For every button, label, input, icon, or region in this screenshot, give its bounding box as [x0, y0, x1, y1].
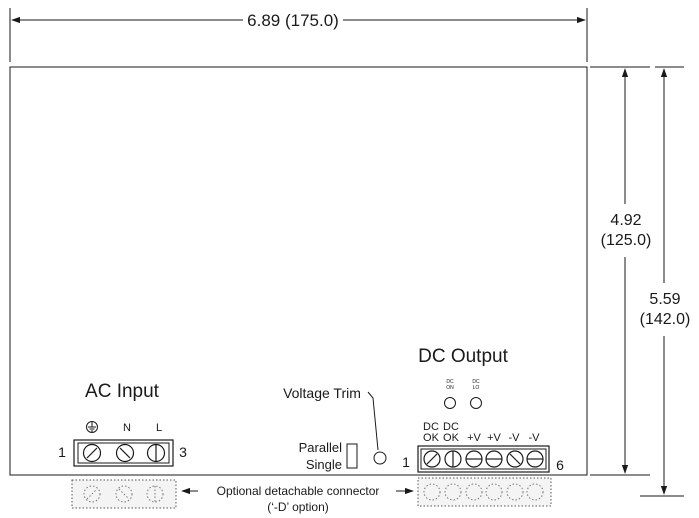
- dc-output-block: DC Output DC ON DC LO DC DC OK OK +V +V …: [402, 346, 564, 473]
- led-dc-on-label-2: ON: [446, 385, 454, 391]
- height-outer-dimension: 5.59 (142.0): [640, 66, 691, 497]
- height-inner-label: 4.92: [610, 212, 641, 229]
- dc-terminal-top-2: DC: [443, 421, 459, 433]
- height-outer-mm-label: (142.0): [640, 311, 691, 328]
- dc-screw: [526, 450, 544, 468]
- mode-switch: Parallel Single: [299, 440, 358, 472]
- height-inner-mm-label: (125.0): [601, 232, 652, 249]
- connector-note: Optional detachable connector (‘-D’ opti…: [181, 484, 414, 514]
- voltage-trim: Voltage Trim: [283, 385, 387, 465]
- connector-note-line1: Optional detachable connector: [217, 484, 380, 498]
- voltage-trim-label: Voltage Trim: [283, 385, 361, 401]
- optional-ac-connector: [71, 479, 177, 509]
- led-dc-on: [444, 397, 456, 409]
- dc-output-title: DC Output: [418, 346, 508, 367]
- dc-terminal-top-1: DC: [423, 421, 439, 433]
- connector-note-line2: (‘-D’ option): [267, 500, 329, 514]
- led-dc-lo-label-1: DC: [472, 379, 480, 385]
- trim-potentiometer: [373, 451, 387, 465]
- dc-screw: [423, 450, 441, 468]
- ac-terminal-n-label: N: [123, 422, 131, 434]
- dc-screw: [444, 450, 462, 468]
- height-inner-dimension: 4.92 (125.0): [590, 66, 652, 476]
- ac-terminal-l-label: L: [156, 422, 162, 434]
- dc-terminal-bottom-5: -V: [509, 432, 521, 444]
- ac-screw: [115, 443, 135, 463]
- ac-input-title: AC Input: [85, 381, 160, 402]
- led-dc-lo-label-2: LO: [473, 385, 480, 391]
- ac-screw: [146, 443, 166, 463]
- dc-screw: [485, 450, 503, 468]
- width-label: 6.89 (175.0): [247, 11, 339, 30]
- dc-terminal-bottom-3: +V: [467, 432, 481, 444]
- mode-parallel-label: Parallel: [299, 440, 342, 455]
- dc-terminal-bottom-1: OK: [423, 432, 440, 444]
- led-dc-on-label-1: DC: [446, 379, 454, 385]
- ac-pin-last: 3: [179, 444, 187, 460]
- mode-single-label: Single: [306, 457, 342, 472]
- ac-input-block: AC Input N L 1 3: [58, 381, 187, 467]
- ground-icon: [86, 421, 98, 433]
- led-dc-lo: [470, 397, 482, 409]
- dc-screw: [506, 450, 524, 468]
- ac-pin-first: 1: [58, 444, 66, 460]
- dc-terminal-bottom-4: +V: [487, 432, 501, 444]
- unit-outline: [9, 66, 588, 476]
- dc-pin-first: 1: [402, 454, 410, 470]
- dc-terminal-bottom-2: OK: [443, 432, 460, 444]
- height-outer-label: 5.59: [649, 291, 680, 308]
- dc-screw: [465, 450, 483, 468]
- width-dimension: 6.89 (175.0): [9, 8, 588, 62]
- optional-dc-connector: [417, 477, 552, 507]
- dc-pin-last: 6: [556, 457, 564, 473]
- mode-switch-body: [346, 443, 358, 469]
- ac-screw: [82, 443, 102, 463]
- dc-terminal-bottom-6: -V: [529, 432, 541, 444]
